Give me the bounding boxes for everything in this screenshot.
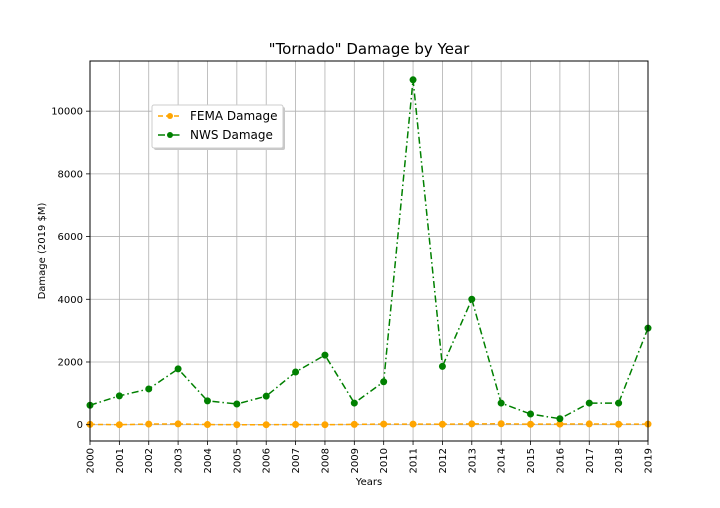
x-tick-label: 2012 <box>438 448 449 473</box>
y-tick-label: 8000 <box>58 169 83 180</box>
data-point <box>292 368 300 376</box>
data-point <box>556 415 564 423</box>
y-tick-label: 6000 <box>58 232 83 243</box>
x-tick-label: 2014 <box>497 448 508 473</box>
legend-marker <box>167 113 173 119</box>
data-point <box>262 392 270 400</box>
chart-title: "Tornado" Damage by Year <box>269 40 470 58</box>
data-point <box>497 399 505 407</box>
data-point <box>438 362 446 370</box>
data-point <box>497 420 505 428</box>
data-point <box>409 420 417 428</box>
x-tick-label: 2019 <box>644 448 655 473</box>
legend-marker <box>167 132 173 138</box>
x-tick-label: 2011 <box>409 448 420 473</box>
data-point <box>585 420 593 428</box>
legend-label: FEMA Damage <box>190 109 278 123</box>
legend-label: NWS Damage <box>190 128 273 142</box>
data-point <box>350 399 358 407</box>
legend-box <box>151 104 284 149</box>
x-tick-label: 2013 <box>467 448 478 473</box>
y-tick-label: 4000 <box>58 295 83 306</box>
x-tick-label: 2002 <box>144 448 155 473</box>
x-tick-label: 2006 <box>262 448 273 473</box>
legend: FEMA Damage NWS Damage <box>151 104 285 150</box>
series-line <box>89 423 649 426</box>
data-point <box>145 385 153 393</box>
x-tick-label: 2010 <box>379 448 390 473</box>
data-point <box>174 420 182 428</box>
x-axis-label: Years <box>355 477 382 488</box>
x-tick-label: 2009 <box>350 448 361 473</box>
data-point <box>585 399 593 407</box>
data-point <box>438 420 446 428</box>
x-tick-label: 2005 <box>232 448 243 473</box>
data-point <box>115 392 123 400</box>
data-point <box>233 400 241 408</box>
x-tick-label: 2016 <box>555 448 566 473</box>
x-tick-label: 2008 <box>320 448 331 473</box>
data-point <box>233 421 241 429</box>
data-point <box>615 420 623 428</box>
plot-area-frame <box>89 60 649 442</box>
data-point <box>468 295 476 303</box>
data-point <box>468 420 476 428</box>
x-tick-label: 2015 <box>526 448 537 473</box>
x-tick-label: 2007 <box>291 448 302 473</box>
data-point <box>292 421 300 429</box>
x-tick-label: 2001 <box>115 448 126 473</box>
data-point <box>615 399 623 407</box>
x-axis: 2000 2001 2002 2003 2004 2005 2006 2007 2008 2009… <box>86 441 655 473</box>
y-tick-label: 10000 <box>51 107 83 118</box>
data-point <box>527 420 535 428</box>
data-point <box>115 421 123 429</box>
y-axis: 0 2000 4000 6000 8000 10000 <box>51 107 90 431</box>
data-point <box>262 421 270 429</box>
data-point <box>321 421 329 429</box>
series-layer <box>86 76 652 429</box>
y-tick-label: 0 <box>77 420 83 431</box>
x-tick-label: 2018 <box>614 448 625 473</box>
data-point <box>321 351 329 359</box>
data-point <box>203 421 211 429</box>
data-point <box>203 397 211 405</box>
data-point <box>174 365 182 373</box>
x-tick-label: 2004 <box>203 448 214 473</box>
data-point <box>380 420 388 428</box>
data-point <box>380 378 388 386</box>
data-point <box>145 420 153 428</box>
y-tick-label: 2000 <box>58 357 83 368</box>
y-axis-label: Damage (2019 $M) <box>37 203 48 300</box>
series-line <box>89 79 649 420</box>
x-tick-label: 2003 <box>174 448 185 473</box>
x-tick-label: 2000 <box>86 448 97 473</box>
data-point <box>350 420 358 428</box>
data-point <box>527 410 535 418</box>
data-point <box>409 76 417 84</box>
x-tick-label: 2017 <box>585 448 596 473</box>
